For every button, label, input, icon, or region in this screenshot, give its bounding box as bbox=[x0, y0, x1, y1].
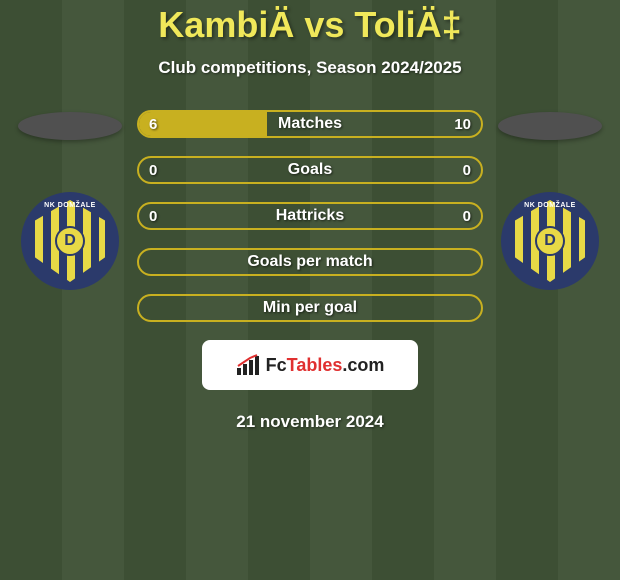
stat-bars: 6 Matches 10 0 Goals 0 0 Hattricks 0 Goa… bbox=[137, 110, 483, 322]
stat-label: Matches bbox=[139, 115, 481, 133]
stat-right-value: 0 bbox=[463, 204, 471, 228]
stat-label: Min per goal bbox=[139, 299, 481, 317]
left-shadow-ellipse bbox=[18, 112, 122, 140]
left-badge-letter: D bbox=[55, 226, 85, 256]
stat-bar-min-per-goal: Min per goal bbox=[137, 294, 483, 322]
right-badge-letter: D bbox=[535, 226, 565, 256]
comparison-row: NK DOMŽALE D 6 Matches 10 0 Goals 0 0 bbox=[0, 110, 620, 322]
stat-bar-matches: 6 Matches 10 bbox=[137, 110, 483, 138]
subtitle: Club competitions, Season 2024/2025 bbox=[0, 58, 620, 78]
right-badge-text: NK DOMŽALE bbox=[524, 202, 576, 209]
stat-bar-goals: 0 Goals 0 bbox=[137, 156, 483, 184]
stat-bar-goals-per-match: Goals per match bbox=[137, 248, 483, 276]
stat-bar-hattricks: 0 Hattricks 0 bbox=[137, 202, 483, 230]
stat-label: Goals bbox=[139, 161, 481, 179]
stat-right-value: 0 bbox=[463, 158, 471, 182]
fctables-branding[interactable]: FcTables.com bbox=[202, 340, 418, 390]
stat-right-value: 10 bbox=[454, 112, 471, 136]
right-team-column: NK DOMŽALE D bbox=[495, 110, 605, 290]
fctables-text: FcTables.com bbox=[266, 355, 385, 376]
left-badge-text: NK DOMŽALE bbox=[44, 202, 96, 209]
right-team-logo: NK DOMŽALE D bbox=[501, 192, 599, 290]
stat-label: Goals per match bbox=[139, 253, 481, 271]
date-text: 21 november 2024 bbox=[0, 412, 620, 432]
left-team-column: NK DOMŽALE D bbox=[15, 110, 125, 290]
right-shadow-ellipse bbox=[498, 112, 602, 140]
left-team-logo: NK DOMŽALE D bbox=[21, 192, 119, 290]
page-title: KambiÄ vs ToliÄ‡ bbox=[0, 0, 620, 46]
stat-label: Hattricks bbox=[139, 207, 481, 225]
chart-icon bbox=[236, 354, 260, 376]
